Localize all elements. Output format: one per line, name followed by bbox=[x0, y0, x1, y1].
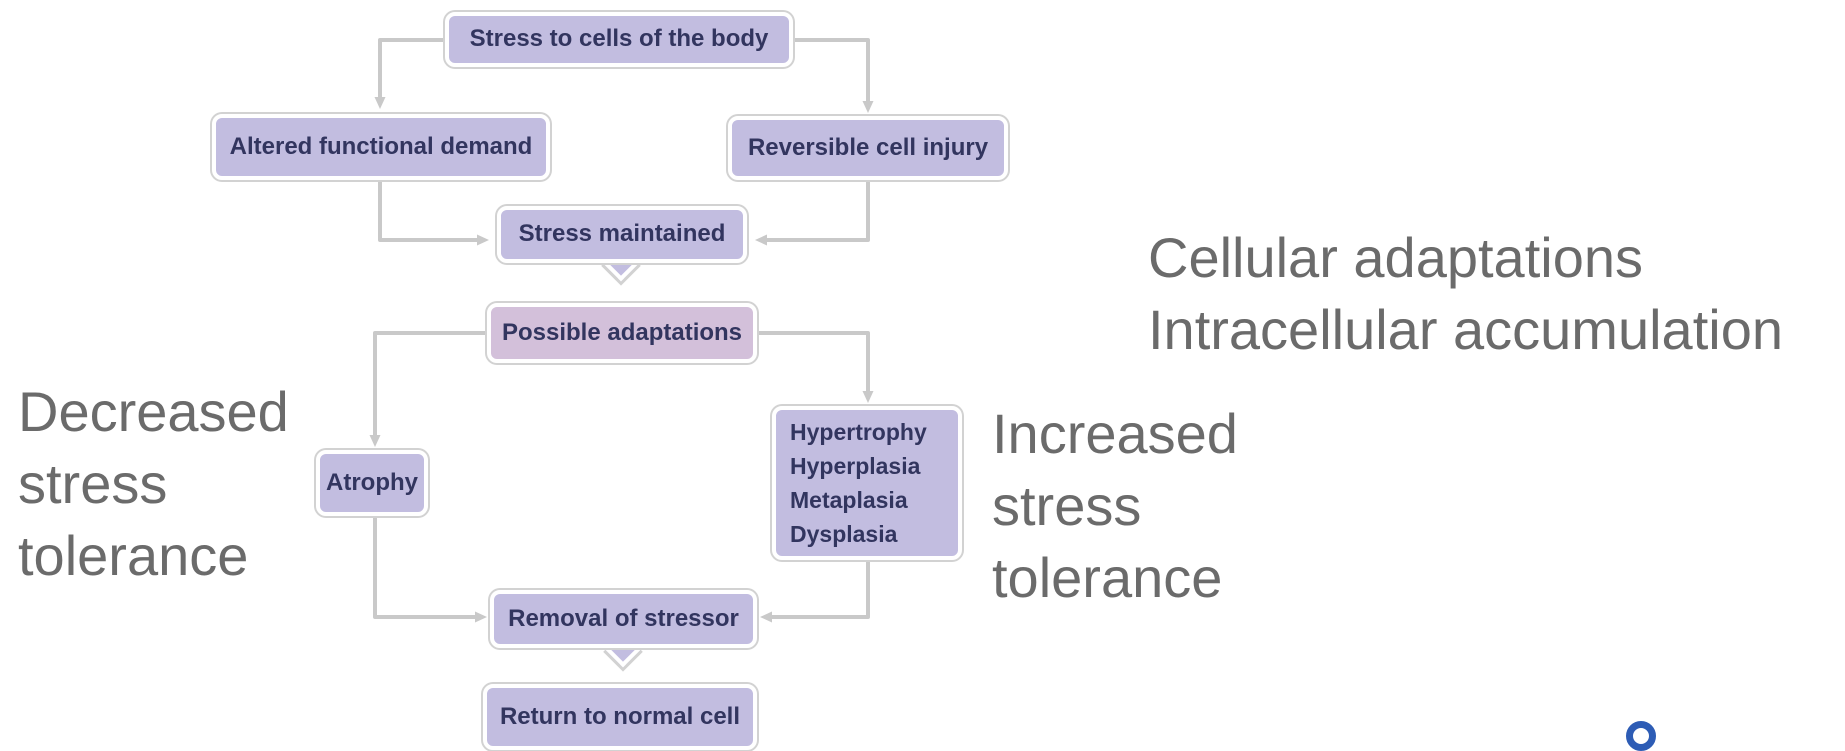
node-reversible-cell-injury: Reversible cell injury bbox=[728, 116, 1008, 180]
annotation-line: tolerance bbox=[18, 524, 249, 587]
node-altered-functional-demand: Altered functional demand bbox=[212, 114, 550, 180]
node-label: Reversible cell injury bbox=[747, 133, 989, 161]
arrow-adaptations-to-atrophy bbox=[369, 331, 487, 447]
annotation-line: stress bbox=[992, 474, 1142, 537]
arrow-top-to-reversible bbox=[793, 38, 874, 113]
node-stress-maintained: Stress maintained bbox=[497, 206, 747, 263]
arrow-types-to-removal bbox=[760, 560, 870, 623]
node-label: Altered functional demand bbox=[229, 132, 533, 160]
arrow-reversible-to-maintained bbox=[755, 180, 870, 246]
annotation-cellular-adaptations: Cellular adaptations Intracellular accum… bbox=[1148, 222, 1783, 366]
arrow-adaptations-to-types bbox=[757, 331, 874, 403]
node-atrophy: Atrophy bbox=[316, 450, 428, 516]
node-return-to-normal-cell: Return to normal cell bbox=[483, 684, 757, 750]
annotation-line: Intracellular accumulation bbox=[1148, 298, 1783, 361]
blue-ring-icon bbox=[1626, 721, 1656, 751]
node-label-line: Dysplasia bbox=[790, 521, 898, 547]
annotation-line: Decreased bbox=[18, 380, 289, 443]
node-label: Atrophy bbox=[326, 468, 418, 496]
annotation-increased-stress-tolerance: Increased stress tolerance bbox=[992, 398, 1238, 614]
node-label: Return to normal cell bbox=[499, 702, 741, 730]
node-label-line: Hyperplasia bbox=[790, 453, 921, 479]
node-adaptation-types: Hypertrophy Hyperplasia Metaplasia Dyspl… bbox=[772, 406, 962, 560]
node-label: Stress to cells of the body bbox=[469, 25, 769, 53]
annotation-line: Increased bbox=[992, 402, 1238, 465]
node-possible-adaptations: Possible adaptations bbox=[487, 303, 757, 363]
node-removal-of-stressor: Removal of stressor bbox=[490, 590, 757, 648]
node-stress-to-cells: Stress to cells of the body bbox=[445, 12, 793, 67]
annotation-decreased-stress-tolerance: Decreased stress tolerance bbox=[18, 376, 289, 592]
annotation-line: tolerance bbox=[992, 546, 1223, 609]
arrow-atrophy-to-removal bbox=[373, 516, 487, 623]
node-label-line: Metaplasia bbox=[790, 487, 908, 513]
node-label: Stress maintained bbox=[518, 220, 726, 248]
node-label-line: Hypertrophy bbox=[790, 419, 927, 445]
arrow-top-to-altered bbox=[374, 38, 445, 109]
annotation-line: stress bbox=[18, 452, 168, 515]
node-label: Removal of stressor bbox=[508, 604, 739, 632]
arrow-altered-to-maintained bbox=[378, 180, 489, 246]
annotation-line: Cellular adaptations bbox=[1148, 226, 1643, 289]
node-label: Possible adaptations bbox=[501, 318, 743, 346]
